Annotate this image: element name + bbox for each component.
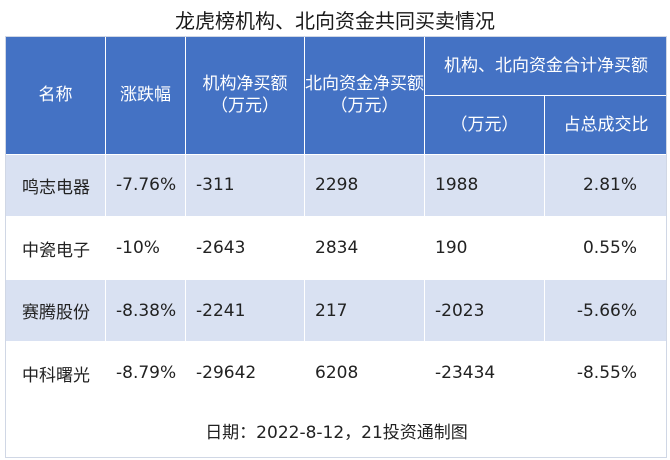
cell-change: -10% (105, 216, 186, 280)
table-row: 鸣志电器 -7.76% -311 2298 1988 2.81% (5, 153, 668, 218)
cell-ratio: -8.55% (544, 341, 668, 405)
table-row: 赛腾股份 -8.38% -2241 217 -2023 -5.66% (5, 278, 668, 343)
cell-inst-net: -29642 (185, 341, 305, 405)
cell-name: 中科曙光 (5, 341, 106, 405)
cell-inst-net: -2643 (185, 216, 305, 280)
header-north-net: 北向资金净买额（万元） (304, 36, 425, 155)
data-table: 名称 涨跌幅 机构净买额（万元） 北向资金净买额（万元） 机构、北向资金合计净买… (5, 35, 668, 459)
cell-combined: -23434 (424, 341, 545, 405)
cell-ratio: 0.55% (544, 216, 668, 280)
cell-change: -8.38% (105, 278, 186, 343)
table-row: 中瓷电子 -10% -2643 2834 190 0.55% (5, 216, 668, 280)
cell-inst-net: -2241 (185, 278, 305, 343)
cell-north-net: 217 (304, 278, 425, 343)
header-combined-group: 机构、北向资金合计净买额 (424, 35, 668, 97)
table-title: 龙虎榜机构、北向资金共同买卖情况 (175, 9, 495, 33)
cell-north-net: 2834 (304, 216, 425, 280)
header-inst-net: 机构净买额（万元） (185, 36, 305, 155)
header-combined-unit: （万元） (424, 95, 545, 155)
header-combined-ratio: 占总成交比 (544, 95, 668, 155)
cell-combined: 190 (424, 216, 545, 280)
header-change: 涨跌幅 (105, 36, 186, 155)
cell-name: 鸣志电器 (5, 153, 106, 218)
cell-inst-net: -311 (185, 153, 305, 218)
cell-name: 中瓷电子 (5, 216, 106, 280)
cell-change: -8.79% (105, 341, 186, 405)
cell-ratio: -5.66% (544, 278, 668, 343)
cell-north-net: 2298 (304, 153, 425, 218)
cell-name: 赛腾股份 (5, 278, 106, 343)
cell-north-net: 6208 (304, 341, 425, 405)
cell-ratio: 2.81% (544, 153, 668, 218)
header-name: 名称 (5, 36, 106, 155)
cell-combined: -2023 (424, 278, 545, 343)
footer-caption: 日期：2022-8-12，21投资通制图 (5, 403, 668, 459)
cell-change: -7.76% (105, 153, 186, 218)
table-row: 中科曙光 -8.79% -29642 6208 -23434 -8.55% (5, 341, 668, 405)
cell-combined: 1988 (424, 153, 545, 218)
